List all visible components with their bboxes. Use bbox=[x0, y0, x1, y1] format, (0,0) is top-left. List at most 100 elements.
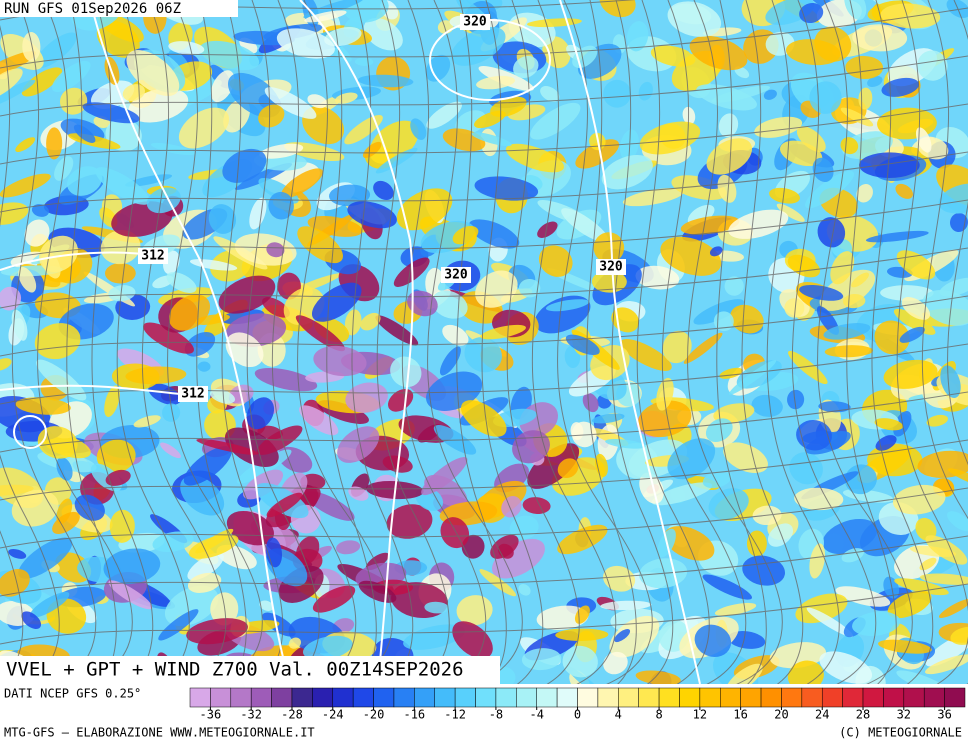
field-patch bbox=[196, 438, 259, 455]
field-patch bbox=[818, 401, 851, 413]
streamline bbox=[0, 583, 968, 645]
field-patch bbox=[0, 51, 36, 80]
run-label: RUN GFS 01Sep2026 06Z bbox=[4, 1, 181, 17]
field-patch bbox=[390, 356, 422, 388]
colorbar-tick-label: -12 bbox=[444, 708, 466, 722]
streamline bbox=[557, 0, 653, 684]
streamline bbox=[0, 247, 968, 309]
contour-label-box bbox=[460, 14, 490, 30]
field-patch bbox=[713, 311, 734, 332]
field-patch bbox=[856, 183, 873, 203]
streamline bbox=[0, 391, 968, 453]
field-patch bbox=[259, 143, 304, 159]
streamline bbox=[687, 0, 783, 684]
field-patch bbox=[518, 279, 541, 298]
field-patch bbox=[662, 330, 692, 364]
field-patch bbox=[926, 414, 949, 427]
field-patch bbox=[373, 180, 394, 201]
field-patch bbox=[702, 574, 752, 600]
field-patch bbox=[254, 367, 318, 392]
field-patch bbox=[262, 297, 290, 318]
field-patch bbox=[950, 212, 968, 232]
colorbar-cell bbox=[291, 687, 313, 708]
field-patch bbox=[505, 143, 564, 173]
field-patch bbox=[180, 475, 225, 516]
field-patch bbox=[521, 648, 562, 671]
field-patch bbox=[452, 225, 479, 245]
streamline bbox=[0, 343, 968, 405]
field-patch bbox=[425, 54, 451, 82]
field-patch bbox=[162, 403, 181, 422]
field-patch bbox=[288, 637, 301, 649]
streamline bbox=[791, 0, 877, 684]
field-patch bbox=[152, 531, 194, 553]
field-patch bbox=[21, 67, 63, 97]
field-patch bbox=[724, 276, 744, 296]
colorbar-cell bbox=[923, 687, 945, 708]
field-patch bbox=[51, 60, 91, 93]
field-patch bbox=[561, 208, 609, 243]
field-patch bbox=[784, 298, 805, 318]
field-patch bbox=[34, 323, 81, 360]
field-patch bbox=[187, 552, 224, 581]
field-patch bbox=[128, 88, 189, 123]
map-title: VVEL + GPT + WIND Z700 Val. 00Z14SEP2026 bbox=[6, 659, 464, 681]
field-patch bbox=[917, 50, 948, 81]
colorbar-cell bbox=[516, 687, 537, 708]
field-patch bbox=[893, 308, 936, 335]
field-patch bbox=[789, 452, 823, 485]
field-patch bbox=[410, 118, 427, 140]
contour-label: 312 bbox=[181, 387, 204, 402]
field-patch bbox=[555, 628, 609, 641]
field-patch bbox=[168, 41, 205, 55]
field-patch bbox=[15, 137, 36, 152]
field-patch bbox=[667, 438, 716, 480]
field-patch bbox=[67, 166, 103, 196]
field-patch bbox=[545, 299, 590, 312]
field-patch bbox=[638, 81, 653, 101]
colorbar-cell bbox=[720, 687, 741, 708]
colorbar-cell bbox=[903, 687, 925, 708]
field-patch bbox=[490, 534, 519, 559]
field-patch bbox=[426, 101, 462, 129]
field-patch bbox=[950, 626, 968, 645]
field-patch bbox=[702, 470, 732, 489]
field-patch bbox=[0, 173, 51, 198]
colorbar-tick-label: 16 bbox=[733, 708, 747, 722]
colorbar-cell bbox=[271, 687, 293, 708]
field-patch bbox=[894, 578, 949, 596]
field-patch bbox=[166, 272, 197, 293]
streamline bbox=[0, 199, 968, 261]
colorbar-cell bbox=[760, 687, 782, 708]
colorbar-cell bbox=[821, 687, 843, 708]
colorbar-cell bbox=[373, 687, 395, 708]
colorbar-tick-label: 28 bbox=[856, 708, 870, 722]
field-patch bbox=[947, 511, 968, 532]
streamline bbox=[506, 0, 580, 684]
field-patch bbox=[295, 315, 346, 352]
field-patch bbox=[56, 457, 73, 481]
field-patch bbox=[105, 469, 131, 486]
field-patch bbox=[303, 0, 364, 19]
field-patch bbox=[299, 405, 339, 436]
field-patch bbox=[297, 226, 343, 264]
field-patch bbox=[819, 651, 873, 684]
field-patch bbox=[312, 585, 356, 613]
field-patch bbox=[742, 555, 786, 586]
field-patch bbox=[375, 315, 419, 346]
colorbar-tick-label: -20 bbox=[363, 708, 385, 722]
field-patch bbox=[36, 359, 87, 401]
field-patch bbox=[880, 3, 941, 29]
field-patch bbox=[614, 629, 631, 643]
field-patch bbox=[812, 157, 834, 182]
field-patch bbox=[892, 484, 946, 515]
field-patch bbox=[799, 284, 844, 301]
field-patch bbox=[311, 282, 362, 322]
field-patch bbox=[0, 79, 36, 109]
field-patch bbox=[337, 426, 380, 463]
field-patch bbox=[705, 418, 733, 443]
field-patch bbox=[357, 74, 414, 88]
field-patch bbox=[266, 492, 303, 518]
footer-right: (C) METEOGIORNALE bbox=[839, 726, 962, 740]
